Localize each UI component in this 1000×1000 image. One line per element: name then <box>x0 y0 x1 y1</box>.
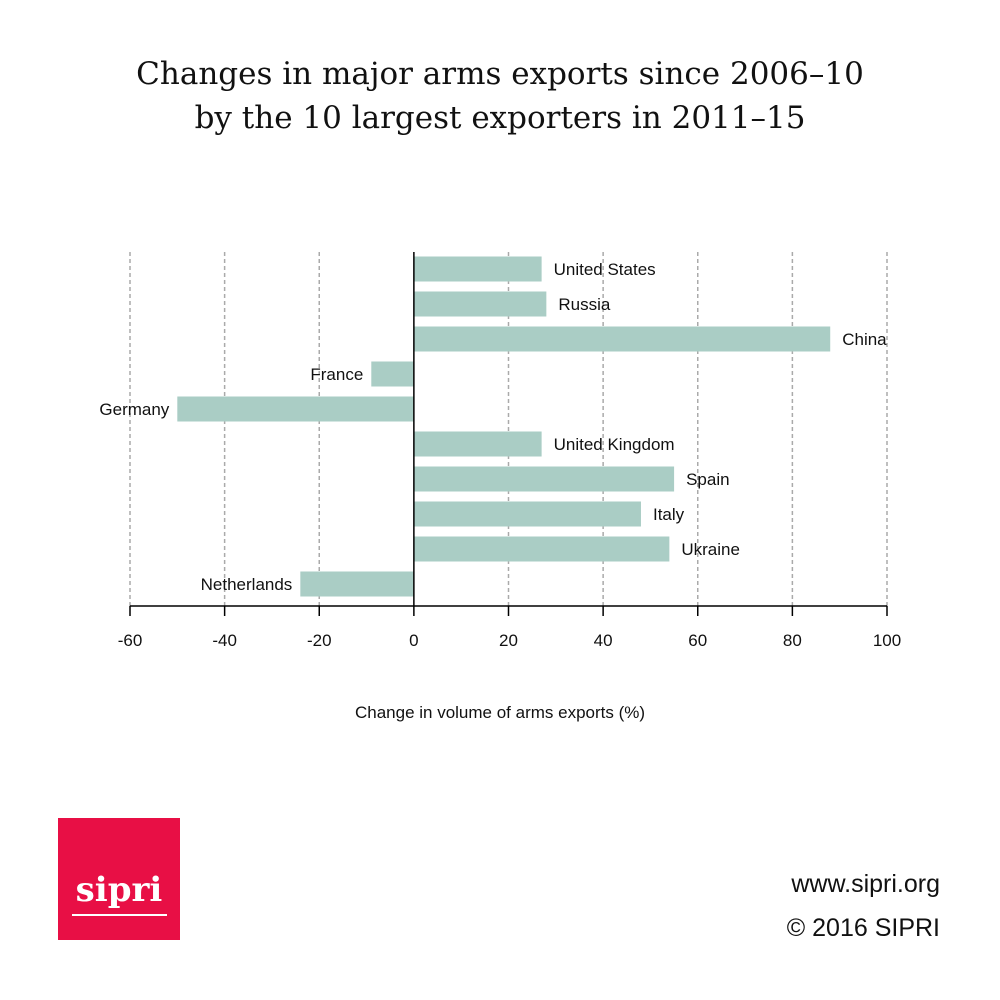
x-tick-label: 100 <box>873 631 901 650</box>
bar-russia <box>413 291 547 317</box>
bar-united-states <box>413 256 542 282</box>
x-tick-label: 40 <box>594 631 613 650</box>
bar-label: Netherlands <box>201 575 293 594</box>
x-tick-label: 80 <box>783 631 802 650</box>
x-tick-label: -40 <box>212 631 237 650</box>
website-url[interactable]: www.sipri.org <box>791 870 940 898</box>
bar-label: France <box>310 365 363 384</box>
sipri-logo: sipri <box>58 818 180 940</box>
bar-label: Germany <box>99 400 169 419</box>
bar-label: China <box>842 330 887 349</box>
bar-label: Russia <box>558 295 611 314</box>
bar-ukraine <box>413 536 670 562</box>
bar-spain <box>413 466 675 492</box>
x-axis-label: Change in volume of arms exports (%) <box>355 703 645 722</box>
x-tick-label: -20 <box>307 631 332 650</box>
bar-label: Spain <box>686 470 729 489</box>
bar-label: Ukraine <box>681 540 740 559</box>
bar-germany <box>177 396 414 422</box>
x-tick-label: 20 <box>499 631 518 650</box>
x-tick-label: -60 <box>118 631 143 650</box>
bar-label: United States <box>554 260 656 279</box>
title-line-1: Changes in major arms exports since 2006… <box>136 56 864 92</box>
bar-italy <box>413 501 641 527</box>
bar-united-kingdom <box>413 431 542 457</box>
bar-netherlands <box>300 571 414 597</box>
x-tick-label: 60 <box>688 631 707 650</box>
bar-china <box>413 326 831 352</box>
chart-title: Changes in major arms exports since 2006… <box>0 52 1000 140</box>
x-tick-label: 0 <box>409 631 418 650</box>
bar-label: United Kingdom <box>554 435 675 454</box>
copyright: © 2016 SIPRI <box>786 914 940 942</box>
title-line-2: by the 10 largest exporters in 2011–15 <box>194 100 806 136</box>
credits: www.sipri.org © 2016 SIPRI <box>787 862 940 950</box>
bar-france <box>371 361 414 387</box>
bar-label: Italy <box>653 505 685 524</box>
